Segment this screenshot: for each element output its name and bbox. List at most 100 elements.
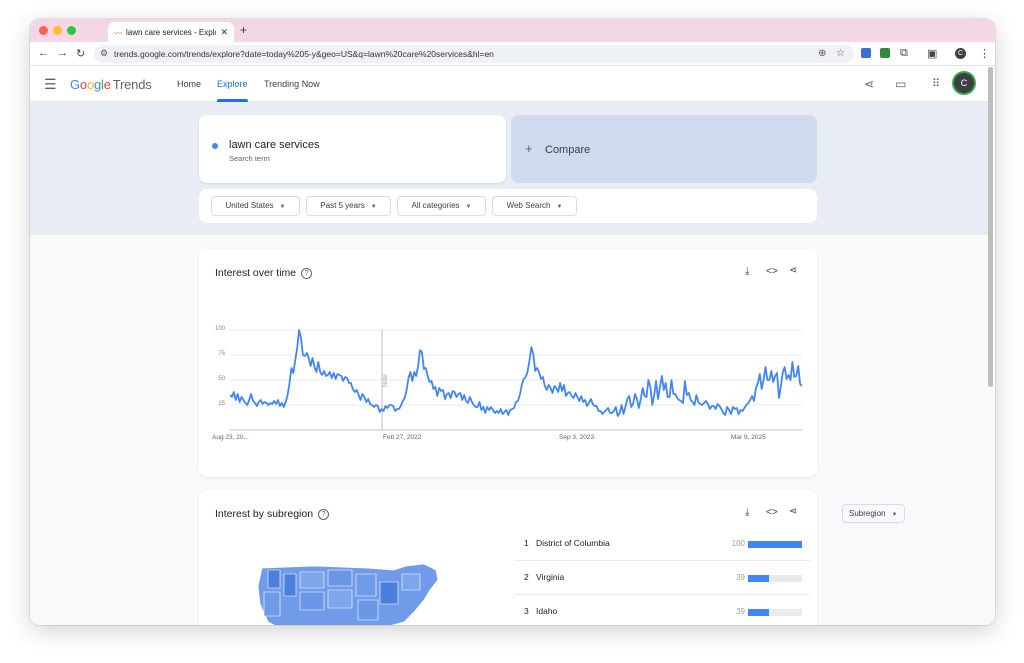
- page-content: ☰ Google Trends Home Explore Trending Now…: [30, 67, 995, 625]
- maximize-window-button[interactable]: [67, 26, 76, 35]
- card-title: Interest by subregion?: [215, 508, 330, 520]
- close-window-button[interactable]: [39, 26, 48, 35]
- apps-icon[interactable]: ⠿: [932, 78, 941, 90]
- map-state: [357, 599, 379, 621]
- help-icon[interactable]: ?: [318, 509, 330, 520]
- embed-icon[interactable]: <>: [766, 507, 778, 518]
- y-tick-label: 75: [218, 351, 225, 357]
- google-trends-logo[interactable]: Google Trends: [70, 77, 152, 92]
- trends-header: ☰ Google Trends Home Explore Trending Now…: [30, 67, 988, 102]
- profile-icon[interactable]: C: [955, 48, 966, 59]
- share-icon[interactable]: ⋖: [789, 506, 798, 517]
- nav-trending-now[interactable]: Trending Now: [264, 79, 320, 89]
- subregion-row[interactable]: 2 Virginia 39: [515, 561, 810, 595]
- zoom-icon[interactable]: ⊕: [818, 48, 827, 59]
- back-icon[interactable]: ←: [38, 47, 49, 59]
- series-color-dot: [212, 143, 218, 149]
- address-bar[interactable]: ⚙ trends.google.com/trends/explore?date=…: [94, 45, 854, 63]
- map-state: [263, 591, 281, 617]
- extension-icon[interactable]: [880, 48, 890, 58]
- tab-title: lawn care services - Explore: [126, 28, 216, 37]
- extension-icon[interactable]: [861, 48, 871, 58]
- x-tick-label: Mar 9, 2025: [731, 434, 766, 441]
- interest-by-subregion-card: Interest by subregion? Subregion ▼ ⤓ <> ⋖: [199, 490, 905, 625]
- us-map[interactable]: [254, 560, 464, 625]
- value-bar-track: [748, 541, 802, 548]
- reload-icon[interactable]: ↻: [76, 48, 86, 60]
- embed-icon[interactable]: <>: [766, 266, 778, 277]
- value-bar: [748, 609, 770, 616]
- card-title: Interest over time?: [215, 267, 313, 279]
- value-bar: [748, 575, 770, 582]
- dropdown-arrow-icon: ▼: [279, 204, 286, 210]
- y-tick-label: 50: [218, 376, 225, 382]
- search-hero: lawn care services Search term + Compare…: [30, 102, 988, 235]
- tab-strip: 〰 lawn care services - Explore ✕ +: [30, 19, 995, 42]
- browser-tab[interactable]: 〰 lawn care services - Explore ✕: [108, 22, 234, 42]
- location-filter[interactable]: United States ▼: [211, 196, 300, 216]
- menu-icon[interactable]: ☰: [44, 76, 57, 92]
- map-state: [401, 573, 421, 591]
- tab-close-icon[interactable]: ✕: [220, 27, 228, 37]
- x-tick-label: Aug 23, 20...: [212, 434, 249, 441]
- page-scrollbar[interactable]: [988, 67, 993, 387]
- value-bar-track: [748, 609, 802, 616]
- forward-icon[interactable]: →: [57, 47, 68, 59]
- value-bar: [748, 541, 802, 548]
- map-state: [267, 569, 281, 589]
- map-state: [283, 573, 297, 597]
- extensions-puzzle-icon[interactable]: ⧉: [900, 47, 908, 59]
- download-icon[interactable]: ⤓: [745, 507, 750, 518]
- y-tick-label: 25: [218, 401, 225, 407]
- interest-line-chart[interactable]: Note: [230, 319, 802, 434]
- add-icon: +: [525, 141, 533, 156]
- dropdown-arrow-icon: ▼: [556, 204, 563, 210]
- map-state: [299, 591, 325, 611]
- category-filter[interactable]: All categories ▼: [397, 196, 486, 216]
- minimize-window-button[interactable]: [53, 26, 62, 35]
- site-info-icon[interactable]: ⚙: [100, 48, 109, 58]
- search-term: lawn care services: [229, 139, 320, 151]
- browser-toolbar: ← → ↻ ⚙ trends.google.com/trends/explore…: [30, 42, 995, 66]
- x-tick-label: Sep 3, 2023: [559, 434, 595, 441]
- series-line: [230, 329, 802, 417]
- map-state: [379, 581, 399, 605]
- map-state: [355, 573, 377, 597]
- note-marker-label: Note: [383, 374, 389, 387]
- subregion-select[interactable]: Subregion ▼: [842, 504, 905, 523]
- feedback-icon[interactable]: ▭: [895, 77, 907, 91]
- share-icon[interactable]: ⋖: [789, 265, 798, 276]
- url-text: trends.google.com/trends/explore?date=to…: [114, 49, 494, 59]
- dropdown-arrow-icon: ▼: [465, 204, 472, 210]
- reading-list-icon[interactable]: ▣: [927, 48, 938, 60]
- dropdown-arrow-icon: ▼: [370, 204, 377, 210]
- filter-bar: United States ▼ Past 5 years ▼ All categor…: [199, 189, 817, 223]
- subregion-row[interactable]: 3 Idaho 39: [515, 595, 810, 625]
- avatar[interactable]: C: [954, 73, 974, 93]
- x-tick-label: Feb 27, 2022: [383, 434, 422, 441]
- search-term-type: Search term: [229, 154, 270, 163]
- search-type-filter[interactable]: Web Search ▼: [492, 196, 577, 216]
- star-icon[interactable]: ☆: [836, 48, 845, 59]
- help-icon[interactable]: ?: [301, 268, 313, 279]
- value-bar-track: [748, 575, 802, 582]
- browser-window: 〰 lawn care services - Explore ✕ + ← → ↻…: [30, 19, 995, 625]
- share-icon[interactable]: ⋖: [864, 77, 875, 91]
- nav-explore[interactable]: Explore: [217, 79, 248, 89]
- trends-favicon-icon: 〰: [114, 29, 122, 38]
- y-tick-label: 100: [214, 326, 225, 332]
- more-menu-icon[interactable]: ⋮: [979, 48, 990, 60]
- dropdown-arrow-icon: ▼: [891, 512, 898, 518]
- map-state: [327, 569, 353, 587]
- map-state: [327, 589, 353, 609]
- compare-label: Compare: [545, 144, 591, 156]
- interest-over-time-card: Interest over time? ⤓ <> ⋖ 100 75 50 25 …: [199, 249, 817, 477]
- subregion-row[interactable]: 1 District of Columbia 100: [515, 527, 810, 561]
- nav-home[interactable]: Home: [177, 79, 202, 89]
- time-range-filter[interactable]: Past 5 years ▼: [306, 196, 391, 216]
- download-icon[interactable]: ⤓: [745, 266, 750, 277]
- compare-button[interactable]: + Compare: [511, 115, 817, 183]
- map-state: [299, 571, 325, 589]
- search-term-card[interactable]: lawn care services Search term: [199, 115, 506, 183]
- new-tab-button[interactable]: +: [240, 23, 248, 37]
